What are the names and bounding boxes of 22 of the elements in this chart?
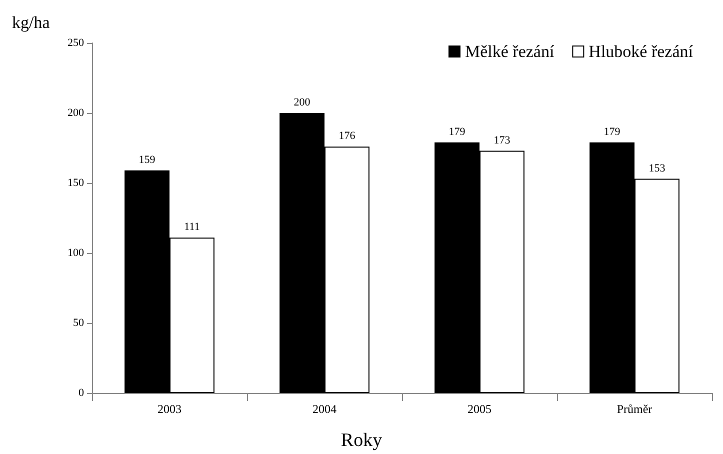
y-tick-label: 50	[73, 317, 84, 329]
data-label: 200	[294, 96, 311, 108]
x-tick-label: 2003	[158, 402, 182, 416]
y-tick-label: 0	[78, 387, 84, 399]
legend-label: Hluboké řezání	[588, 42, 694, 61]
data-label: 159	[138, 154, 156, 166]
y-axis-title: kg/ha	[12, 13, 50, 32]
x-tick-label: 2005	[468, 402, 492, 416]
data-label: 111	[184, 221, 200, 234]
legend-label: Mělké řezání	[464, 42, 554, 61]
data-label: 153	[648, 162, 666, 174]
data-label: 173	[494, 134, 511, 146]
x-axis-title: Roky	[340, 430, 383, 451]
data-label: 179	[604, 126, 621, 138]
x-tick-label: Průměr	[616, 402, 652, 416]
y-tick-label: 150	[68, 177, 84, 189]
y-tick-label: 250	[68, 37, 84, 49]
x-tick-label: 2004	[312, 402, 336, 416]
y-tick-label: 100	[68, 247, 84, 259]
data-label: 176	[338, 130, 356, 142]
data-label: 179	[448, 126, 466, 138]
y-tick-label: 200	[68, 107, 84, 119]
